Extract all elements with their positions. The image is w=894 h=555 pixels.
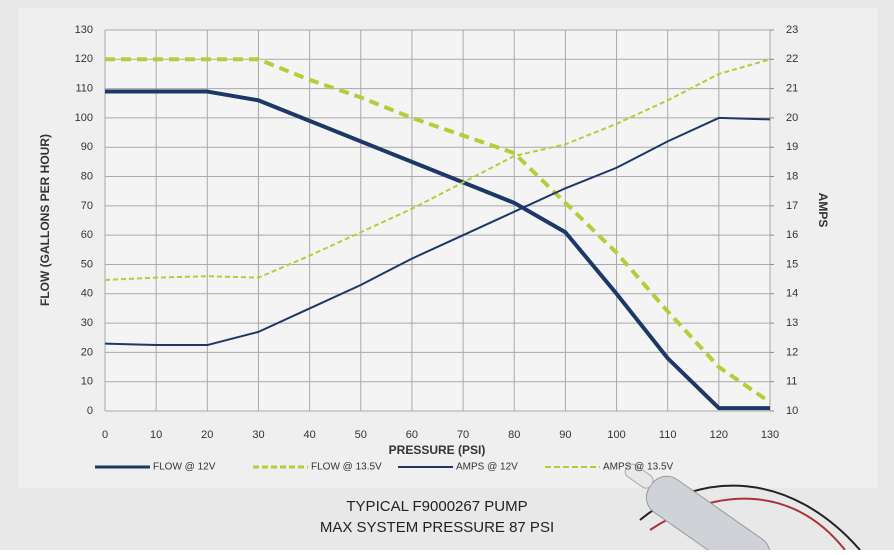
y-tick-label: 40 xyxy=(81,288,93,300)
y2-tick-label: 12 xyxy=(786,346,798,358)
x-tick-label: 100 xyxy=(607,429,625,441)
legend-label: AMPS @ 12V xyxy=(456,462,518,473)
x-tick-label: 10 xyxy=(150,429,162,441)
y-tick-label: 100 xyxy=(75,112,93,124)
y2-tick-label: 10 xyxy=(786,405,798,417)
y2-tick-label: 16 xyxy=(786,229,798,241)
y-tick-label: 80 xyxy=(81,170,93,182)
x-tick-label: 30 xyxy=(252,429,264,441)
pump-nozzle xyxy=(624,463,654,489)
legend-label: AMPS @ 13.5V xyxy=(603,462,674,473)
y2-tick-label: 11 xyxy=(786,376,797,388)
y-axis-title: FLOW (GALLONS PER HOUR) xyxy=(38,134,52,306)
y-tick-label: 50 xyxy=(81,258,93,270)
x-tick-label: 90 xyxy=(559,429,571,441)
x-tick-label: 50 xyxy=(355,429,367,441)
y-tick-label: 20 xyxy=(81,346,93,358)
y-tick-label: 10 xyxy=(81,376,93,388)
x-tick-label: 130 xyxy=(761,429,779,441)
x-tick-label: 120 xyxy=(710,429,728,441)
legend-label: FLOW @ 12V xyxy=(153,462,216,473)
y-tick-label: 90 xyxy=(81,141,93,153)
y-tick-label: 130 xyxy=(75,24,93,36)
y-tick-label: 0 xyxy=(87,405,93,417)
y-tick-label: 110 xyxy=(75,83,93,95)
y-tick-label: 120 xyxy=(75,53,93,65)
y2-tick-label: 23 xyxy=(786,24,798,36)
y2-axis-title: AMPS xyxy=(816,193,830,228)
y2-tick-label: 21 xyxy=(786,83,798,95)
y2-tick-label: 18 xyxy=(786,170,798,182)
plot-area xyxy=(105,30,770,411)
x-tick-label: 20 xyxy=(201,429,213,441)
x-tick-label: 70 xyxy=(457,429,469,441)
x-tick-label: 40 xyxy=(303,429,315,441)
y-tick-label: 30 xyxy=(81,317,93,329)
data-line xyxy=(105,57,772,404)
data-line xyxy=(104,116,771,347)
x-tick-label: 110 xyxy=(659,429,677,441)
chart-title: TYPICAL F9000267 PUMP xyxy=(346,498,527,515)
data-line xyxy=(105,89,770,411)
legend-label: FLOW @ 13.5V xyxy=(311,462,382,473)
x-tick-label: 60 xyxy=(406,429,418,441)
y2-tick-label: 13 xyxy=(786,317,798,329)
x-tick-label: 80 xyxy=(508,429,520,441)
x-axis-title: PRESSURE (PSI) xyxy=(389,443,486,457)
y2-tick-label: 22 xyxy=(786,53,798,65)
y2-tick-label: 20 xyxy=(786,112,798,124)
y2-tick-label: 15 xyxy=(786,258,798,270)
x-tick-label: 0 xyxy=(102,429,108,441)
y2-tick-label: 17 xyxy=(786,200,798,212)
y2-tick-label: 19 xyxy=(786,141,798,153)
y2-tick-label: 14 xyxy=(786,288,798,300)
y-tick-label: 60 xyxy=(81,229,93,241)
chart-subtitle: MAX SYSTEM PRESSURE 87 PSI xyxy=(320,519,554,536)
y-tick-label: 70 xyxy=(81,200,93,212)
